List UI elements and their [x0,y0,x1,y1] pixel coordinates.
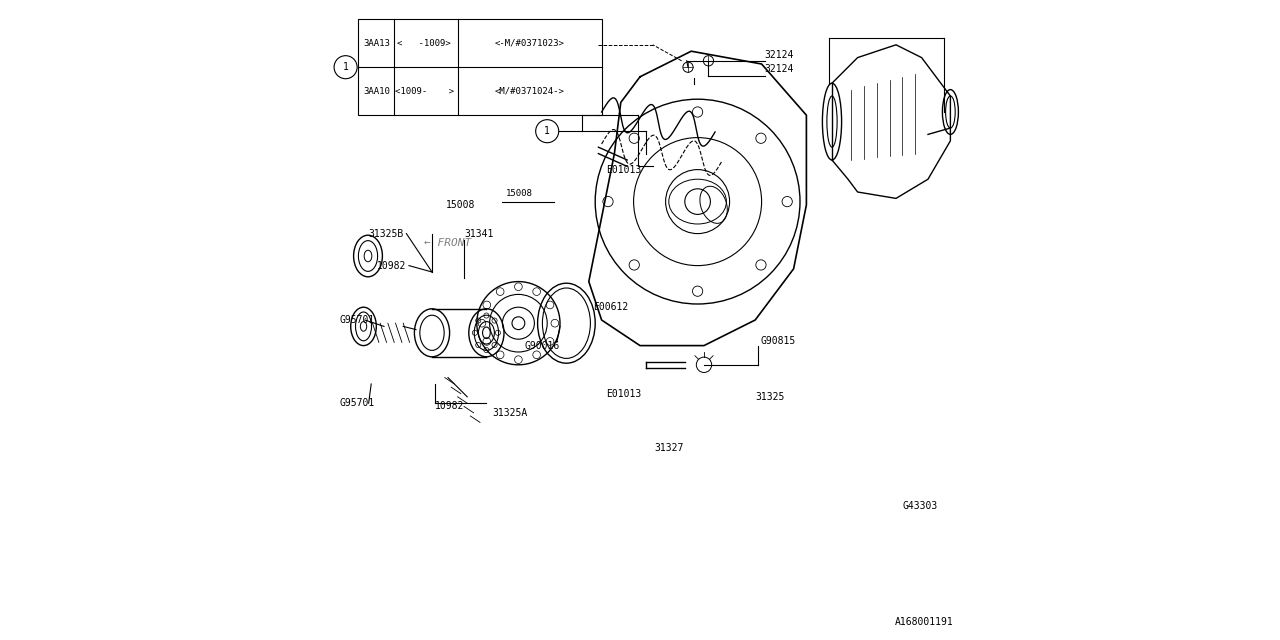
Text: <   -1009>: < -1009> [398,38,451,48]
Text: A168001191: A168001191 [895,617,954,627]
Text: 1: 1 [544,126,550,136]
Text: 31325A: 31325A [493,408,529,418]
Text: 3AA13: 3AA13 [364,38,389,48]
Text: G95701: G95701 [339,315,375,325]
Text: 32124: 32124 [765,64,794,74]
Text: 32124: 32124 [765,49,794,60]
Bar [358,19,602,115]
Text: <M/#0371024->: <M/#0371024-> [495,86,564,96]
Text: E00612: E00612 [594,302,628,312]
Text: 31325: 31325 [755,392,785,402]
Text: 31327: 31327 [654,443,684,453]
Text: 31325B: 31325B [367,228,403,239]
Text: 15008: 15008 [506,189,532,198]
Text: G95701: G95701 [339,398,375,408]
Text: 1: 1 [343,62,348,72]
Text: 10982: 10982 [378,260,407,271]
Text: G90016: G90016 [525,340,561,351]
Text: ← FRONT: ← FRONT [425,238,471,248]
Text: 15008: 15008 [447,200,475,210]
Text: <-M/#0371023>: <-M/#0371023> [495,38,564,48]
Text: <1009-    >: <1009- > [394,86,454,96]
Text: G43303: G43303 [902,500,938,511]
Text: 31341: 31341 [465,228,493,239]
Text: E01013: E01013 [607,164,641,175]
Text: G90815: G90815 [760,335,796,346]
Text: 3AA10: 3AA10 [364,86,389,96]
Text: E01013: E01013 [607,388,641,399]
Text: 10982: 10982 [435,401,465,412]
